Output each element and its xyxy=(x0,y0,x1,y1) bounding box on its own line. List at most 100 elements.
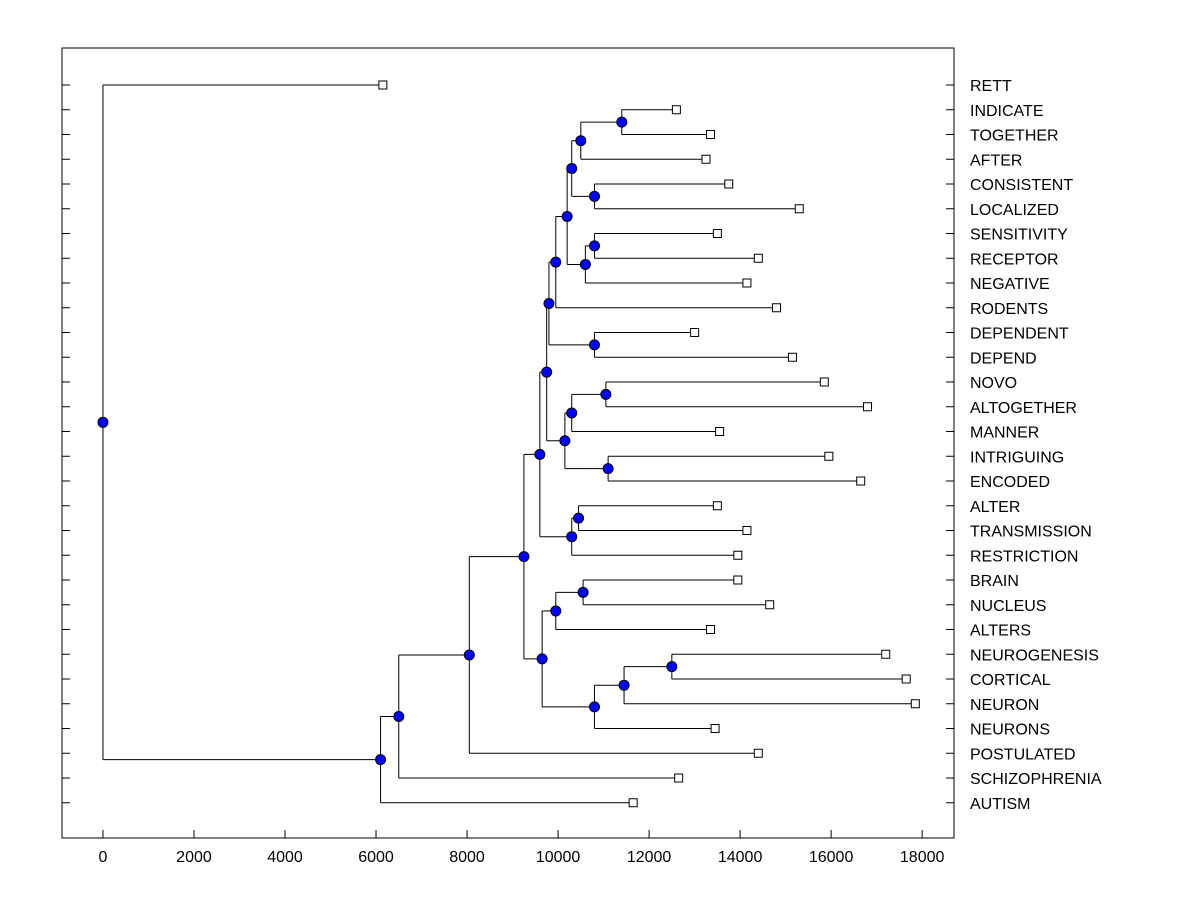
leaf-marker-alter xyxy=(712,501,722,511)
merge-node-n14 xyxy=(559,435,571,447)
leaf-label-encoded: ENCODED xyxy=(970,474,1050,491)
leaf-marker-restriction xyxy=(733,550,743,560)
leaf-label-consistent: CONSISTENT xyxy=(970,177,1073,194)
x-tick-label: 0 xyxy=(99,849,108,866)
merge-node-n15 xyxy=(541,366,553,378)
leaf-label-depend: DEPEND xyxy=(970,350,1037,367)
merge-node-n20 xyxy=(550,605,562,617)
leaf-marker-together xyxy=(706,130,716,139)
leaf-label-postulated: POSTULATED xyxy=(970,746,1076,763)
merge-node-n7 xyxy=(561,210,573,222)
leaf-label-negative: NEGATIVE xyxy=(970,276,1050,293)
node-markers xyxy=(97,116,678,766)
merge-node-n25 xyxy=(518,551,530,563)
merge-node-n21 xyxy=(666,661,678,673)
leaf-marker-receptor xyxy=(753,253,763,263)
merge-node-n1 xyxy=(616,116,628,128)
merge-node-n19 xyxy=(577,586,589,598)
leaf-marker-neurogenesis xyxy=(881,649,891,659)
leaf-label-intriguing: INTRIGUING xyxy=(970,449,1064,466)
merge-node-n18 xyxy=(534,448,546,460)
leaf-marker-negative xyxy=(742,278,752,288)
leaf-label-nucleus: NUCLEUS xyxy=(970,598,1046,615)
merge-node-n16 xyxy=(573,512,585,524)
x-tick-label: 12000 xyxy=(627,849,672,866)
leaf-label-altogether: ALTOGETHER xyxy=(970,400,1077,417)
merge-node-n3 xyxy=(588,190,600,202)
merge-node-n12 xyxy=(566,407,578,419)
merge-node-n9 xyxy=(588,339,600,351)
leaf-label-neuron: NEURON xyxy=(970,697,1039,714)
merge-node-n4 xyxy=(566,163,578,175)
leaf-label-novo: NOVO xyxy=(970,375,1017,392)
merge-node-n22 xyxy=(618,679,630,691)
merge-node-n23 xyxy=(588,701,600,713)
leaf-marker-brain xyxy=(733,575,743,585)
leaf-marker-depend xyxy=(787,352,797,362)
leaf-label-alter: ALTER xyxy=(970,499,1020,516)
leaf-marker-autism xyxy=(628,798,638,808)
x-axis-ticks: 0 2000 4000 6000 8000 10000 12000 14000 16000 180… xyxy=(99,830,944,866)
leaf-label-alters: ALTERS xyxy=(970,623,1031,640)
merge-node-n17 xyxy=(566,531,578,543)
x-tick-label: 2000 xyxy=(176,849,212,866)
leaf-label-brain: BRAIN xyxy=(970,573,1019,590)
x-tick-label: 16000 xyxy=(809,849,854,866)
leaf-markers xyxy=(378,80,920,808)
leaf-label-rett: RETT xyxy=(970,78,1012,95)
merge-node-n24 xyxy=(536,653,548,665)
leaf-marker-manner xyxy=(715,427,725,436)
leaf-marker-after xyxy=(701,154,711,164)
leaf-marker-indicate xyxy=(671,105,681,115)
leaf-marker-transmission xyxy=(742,526,752,535)
merge-node-n28 xyxy=(375,754,387,766)
leaf-marker-schizophrenia xyxy=(674,773,684,783)
x-tick-label: 10000 xyxy=(536,849,581,866)
leaf-marker-postulated xyxy=(753,748,763,758)
leaf-marker-alters xyxy=(706,625,716,634)
merge-node-n6 xyxy=(579,258,591,270)
leaf-label-manner: MANNER xyxy=(970,425,1039,442)
merge-node-n13 xyxy=(602,463,614,475)
leaf-marker-dependent xyxy=(690,328,700,337)
leaf-label-receptor: RECEPTOR xyxy=(970,251,1059,268)
leaf-label-rodents: RODENTS xyxy=(970,301,1048,318)
leaf-marker-altogether xyxy=(863,402,873,412)
merge-node-n2 xyxy=(575,135,587,147)
leaf-marker-rett xyxy=(378,80,388,90)
leaf-marker-consistent xyxy=(724,179,734,189)
merge-node-n26 xyxy=(463,649,475,661)
leaf-marker-rodents xyxy=(772,303,782,313)
x-tick-label: 14000 xyxy=(718,849,763,866)
leaf-label-together: TOGETHER xyxy=(970,128,1059,145)
leaf-marker-neurons xyxy=(710,724,720,733)
leaf-label-dependent: DEPENDENT xyxy=(970,326,1069,343)
leaf-label-localized: LOCALIZED xyxy=(970,202,1059,219)
leaf-label-schizophrenia: SCHIZOPHRENIA xyxy=(970,771,1102,788)
dendrogram-links xyxy=(102,84,916,804)
leaf-label-neurons: NEURONS xyxy=(970,722,1050,739)
x-tick-label: 8000 xyxy=(449,849,485,866)
leaf-marker-cortical xyxy=(901,674,911,684)
leaf-marker-intriguing xyxy=(824,451,834,461)
leaf-marker-encoded xyxy=(856,476,866,486)
merge-node-n11 xyxy=(600,388,612,400)
merge-node-n27 xyxy=(393,710,405,722)
x-tick-label: 4000 xyxy=(267,849,303,866)
leaf-label-transmission: TRANSMISSION xyxy=(970,524,1092,541)
leaf-label-cortical: CORTICAL xyxy=(970,672,1051,689)
merge-node-n5 xyxy=(588,240,600,252)
leaf-label-neurogenesis: NEUROGENESIS xyxy=(970,647,1099,664)
leaf-label-after: AFTER xyxy=(970,152,1022,169)
leaf-marker-nucleus xyxy=(765,600,775,610)
merge-node-n10 xyxy=(543,297,555,309)
leaf-marker-neuron xyxy=(910,699,920,709)
x-tick-label: 6000 xyxy=(358,849,394,866)
leaf-labels: RETT INDICATE TOGETHER AFTER CONSISTENT LOCAL… xyxy=(970,78,1102,813)
leaf-marker-novo xyxy=(819,377,829,387)
leaf-marker-sensitivity xyxy=(712,229,722,238)
y-ticks xyxy=(62,84,954,804)
leaf-label-autism: AUTISM xyxy=(970,796,1030,813)
leaf-marker-localized xyxy=(794,204,804,214)
